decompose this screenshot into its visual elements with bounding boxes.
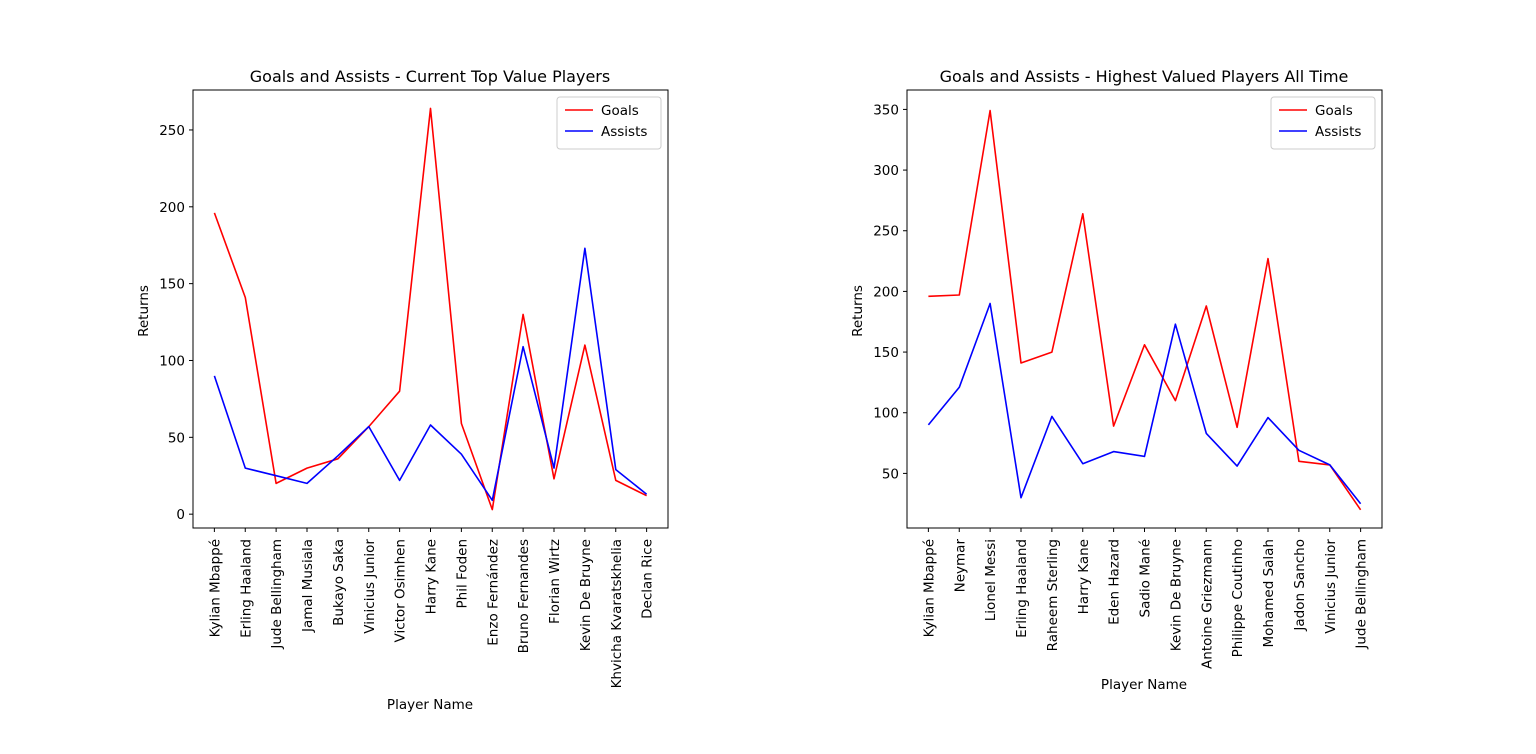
y-tick-label: 50 [168, 430, 185, 446]
series-line-assists [927, 302, 1362, 505]
legend-label: Assists [601, 124, 647, 140]
legend-label: Assists [1315, 124, 1361, 140]
plot-frame [906, 89, 1383, 529]
legend: Goals Assists [556, 96, 662, 150]
x-tick-label: Sadio Mané [1138, 539, 1154, 618]
y-tick-label: 150 [873, 345, 899, 361]
x-axis-label: Player Name [1101, 677, 1187, 693]
chart-current-top-value-players: Goals and Assists - Current Top Value Pl… [136, 67, 669, 713]
x-tick-label: Victor Osimhen [393, 539, 409, 643]
x-tick-label: Antoine Griezmann [1199, 539, 1215, 669]
x-tick-label: Harry Kane [1076, 539, 1092, 614]
y-tick-label: 300 [873, 163, 899, 179]
x-tick-label: Erling Haaland [1014, 539, 1030, 638]
x-tick-label: Bruno Fernandes [516, 539, 532, 653]
x-tick-label: Khvicha Kvaratskhelia [609, 539, 625, 688]
x-tick-label: Enzo Fernández [485, 539, 501, 646]
x-tick-label: Raheem Sterling [1045, 539, 1061, 651]
chart-title: Goals and Assists - Current Top Value Pl… [250, 67, 610, 86]
y-tick-label: 250 [159, 123, 185, 139]
x-tick-label: Philippe Coutinho [1230, 539, 1246, 657]
y-tick-label: 100 [159, 353, 185, 369]
y-tick-label: 0 [176, 507, 185, 523]
x-tick-label: Jamal Musiala [300, 539, 316, 633]
y-axis-label: Returns [136, 285, 152, 337]
x-tick-label: Bukayo Saka [331, 539, 347, 626]
x-tick-label: Erling Haaland [238, 539, 254, 638]
x-tick-label: Kylian Mbappé [207, 539, 223, 637]
y-tick-label: 200 [159, 200, 185, 216]
y-tick-label: 200 [873, 284, 899, 300]
x-tick-label: Vinicius Junior [362, 539, 378, 634]
y-tick-label: 350 [873, 102, 899, 118]
x-tick-label: Kylian Mbappé [921, 539, 937, 637]
legend-label: Goals [1315, 103, 1353, 119]
x-tick-label: Florian Wirtz [547, 539, 563, 624]
x-tick-label: Mohamed Salah [1261, 539, 1277, 647]
x-tick-label: Eden Hazard [1107, 539, 1123, 625]
x-tick-label: Jude Bellingham [1354, 539, 1370, 650]
series-line-assists [213, 247, 648, 502]
x-tick-label: Vinicius Junior [1323, 539, 1339, 634]
legend: Goals Assists [1270, 96, 1376, 150]
y-tick-label: 150 [159, 277, 185, 293]
legend-label: Goals [601, 103, 639, 119]
x-tick-label: Neymar [952, 539, 968, 593]
x-tick-label: Kevin De Bruyne [578, 539, 594, 651]
y-tick-label: 100 [873, 406, 899, 422]
series-line-goals [928, 109, 1362, 511]
y-axis-label: Returns [850, 285, 866, 337]
x-tick-label: Jude Bellingham [269, 539, 285, 650]
x-tick-label: Lionel Messi [983, 539, 999, 621]
x-axis-label: Player Name [387, 697, 473, 713]
series-line-goals [213, 107, 647, 511]
x-tick-label: Kevin De Bruyne [1168, 539, 1184, 651]
x-tick-label: Declan Rice [640, 539, 656, 619]
y-tick-label: 250 [873, 224, 899, 240]
x-tick-label: Jadon Sancho [1292, 539, 1308, 632]
y-tick-label: 50 [882, 466, 899, 482]
plot-frame [192, 89, 669, 529]
chart-highest-valued-players-all-time: Goals and Assists - Highest Valued Playe… [850, 67, 1383, 693]
chart-title: Goals and Assists - Highest Valued Playe… [940, 67, 1349, 86]
x-tick-label: Harry Kane [424, 539, 440, 614]
x-tick-label: Phil Foden [454, 539, 470, 608]
